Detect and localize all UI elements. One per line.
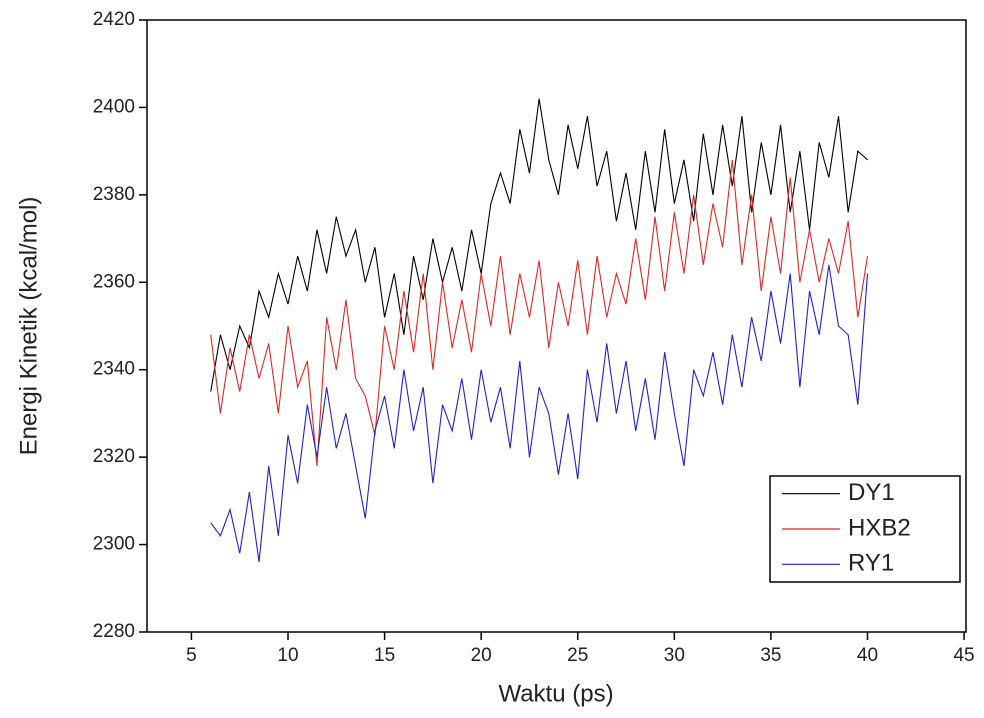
legend-label: RY1 (848, 550, 894, 577)
y-tick-label: 2300 (93, 534, 135, 555)
y-tick-label: 2380 (93, 184, 135, 205)
x-tick-label: 5 (186, 645, 197, 666)
legend-label: DY1 (848, 479, 895, 506)
y-tick-label: 2340 (93, 359, 135, 380)
y-tick-label: 2280 (93, 621, 135, 642)
series-line (210, 98, 868, 392)
series-line (210, 264, 869, 563)
x-tick-label: 45 (953, 645, 974, 666)
x-tick-label: 40 (857, 645, 878, 666)
y-axis-label: Energi Kinetik (kcal/mol) (15, 197, 42, 456)
y-tick-label: 2400 (93, 96, 135, 117)
x-tick-label: 35 (760, 645, 781, 666)
x-tick-label: 15 (374, 645, 395, 666)
y-tick-label: 2320 (93, 446, 135, 467)
x-tick-label: 25 (567, 645, 588, 666)
series-line (210, 159, 869, 466)
y-tick-label: 2360 (93, 271, 135, 292)
legend-label: HXB2 (848, 514, 911, 541)
x-tick-label: 10 (277, 645, 298, 666)
x-tick-label: 20 (471, 645, 492, 666)
plot-frame (146, 19, 967, 633)
y-tick-label: 2420 (93, 9, 135, 30)
x-axis-label: Waktu (ps) (498, 680, 613, 707)
x-tick-label: 30 (664, 645, 685, 666)
